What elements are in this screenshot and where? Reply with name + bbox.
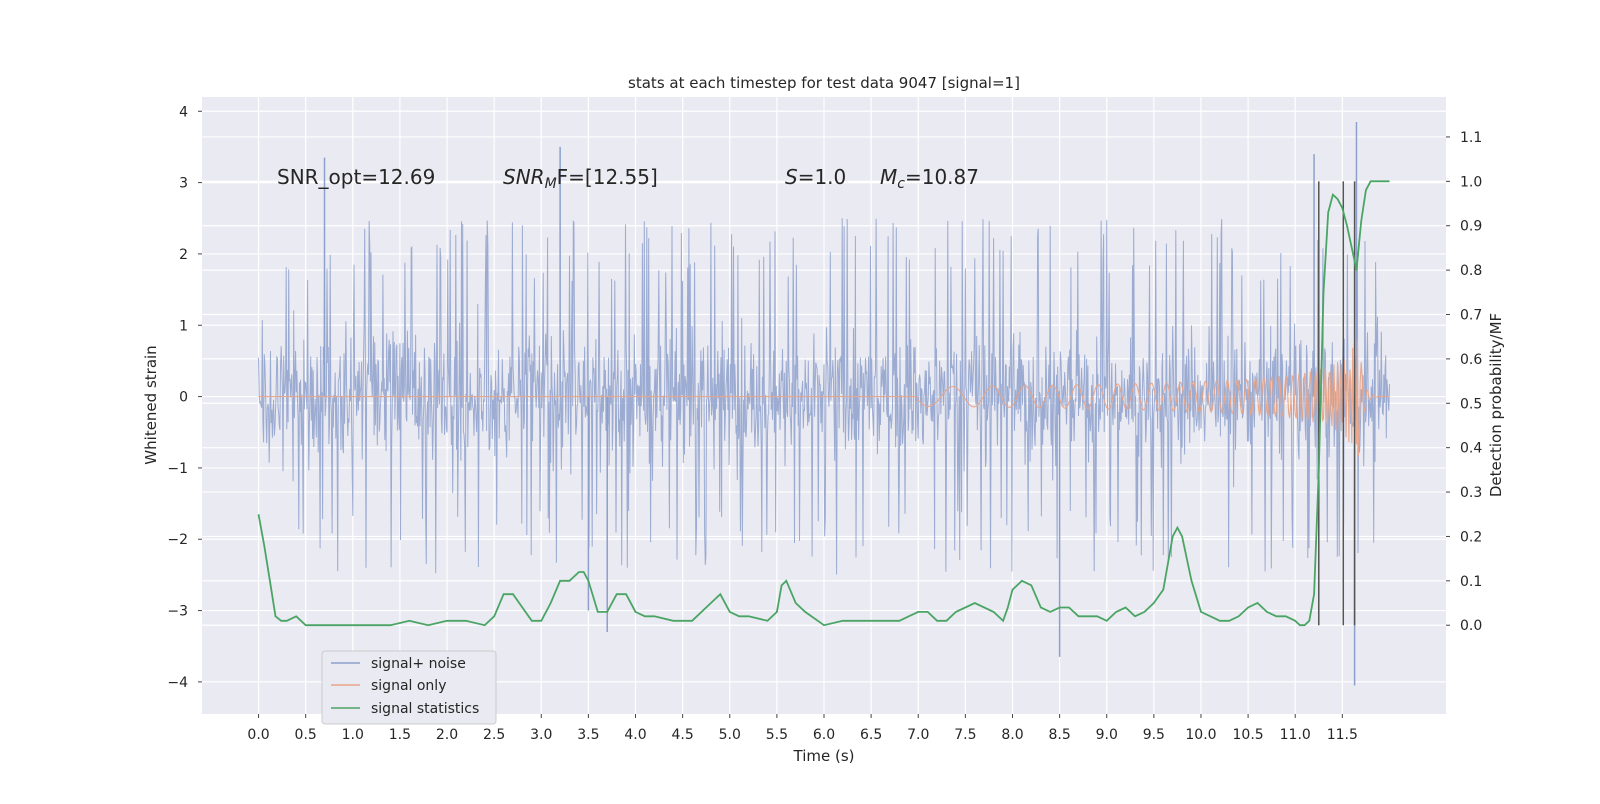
x-tick-label: 2.0 (436, 727, 458, 743)
legend-label-statistics: signal statistics (371, 701, 479, 717)
y-tick-label: 2 (179, 247, 188, 263)
y2-tick-label: 0.1 (1460, 574, 1482, 590)
x-tick-label: 11.5 (1327, 727, 1358, 743)
noise-trace (258, 218, 1390, 575)
y2-tick-label: 1.0 (1460, 174, 1482, 190)
y-tick-label: −1 (167, 461, 188, 477)
chart-title: stats at each timestep for test data 904… (628, 74, 1020, 92)
x-tick-label: 1.5 (389, 727, 411, 743)
legend-label-signal-only: signal only (371, 678, 446, 694)
x-tick-label: 3.5 (577, 727, 599, 743)
y2-axis-ticks: 1.1 1.0 0.9 0.8 0.7 0.6 0.5 0.4 0.3 0.2 0.1 0.0 (1446, 130, 1482, 634)
y-tick-label: −2 (167, 532, 188, 548)
legend: signal+ noise signal only signal statist… (321, 650, 497, 725)
x-tick-label: 4.5 (672, 727, 694, 743)
signal-only-trace (258, 339, 1390, 457)
y2-tick-label: 0.8 (1460, 263, 1482, 279)
y-tick-label: 3 (179, 176, 188, 192)
x-axis-label: Time (s) (793, 747, 855, 765)
x-tick-label: 2.5 (483, 727, 505, 743)
annotation-mc: Mc=10.87 (880, 165, 979, 192)
signal-statistics-series (257, 180, 1390, 627)
y2-tick-label: 0.6 (1460, 352, 1482, 368)
x-tick-label: 0.0 (247, 727, 269, 743)
x-tick-label: 4.0 (624, 727, 646, 743)
x-tick-label: 1.0 (342, 727, 364, 743)
mc-subscript: c (897, 176, 905, 192)
y-tick-label: 1 (179, 318, 188, 334)
mc-symbol: M (880, 165, 897, 189)
x-tick-label: 10.0 (1185, 727, 1216, 743)
y2-axis-label: Detection probability/MF (1487, 313, 1505, 497)
x-tick-label: 6.5 (860, 727, 882, 743)
snr-mf-symbol: SNR (503, 165, 545, 189)
y-tick-label: 4 (179, 104, 188, 120)
y2-tick-label: 0.9 (1460, 219, 1482, 235)
snr-mf-value: F=[12.55] (557, 165, 658, 189)
x-tick-label: 5.5 (766, 727, 788, 743)
x-tick-label: 7.5 (954, 727, 976, 743)
x-tick-label: 8.0 (1001, 727, 1023, 743)
y2-tick-label: 0.0 (1460, 618, 1482, 634)
annotation-snr-mf: SNRMF=[12.55] (503, 165, 658, 192)
y-axis-label: Whitened strain (142, 345, 160, 464)
y2-tick-label: 0.5 (1460, 396, 1482, 412)
y-tick-label: −3 (167, 604, 188, 620)
mc-value: =10.87 (905, 165, 979, 189)
x-tick-label: 10.5 (1233, 727, 1264, 743)
y2-tick-label: 0.4 (1460, 441, 1482, 457)
y-tick-label: 0 (179, 390, 188, 406)
y2-tick-label: 0.2 (1460, 529, 1482, 545)
y2-tick-label: 1.1 (1460, 130, 1482, 146)
y-tick-label: −4 (167, 675, 188, 691)
legend-label-noise: signal+ noise (371, 656, 466, 672)
snr-mf-subscript: M (545, 176, 557, 192)
s-symbol: S (785, 165, 798, 189)
annotation-snr-opt: SNR_opt=12.69 (277, 165, 435, 189)
legend-box (321, 650, 497, 725)
vertical-markers (1318, 181, 1356, 626)
x-tick-label: 5.0 (719, 727, 741, 743)
x-tick-label: 3.0 (530, 727, 552, 743)
y-axis-ticks: 4 3 2 1 0 −1 −2 −3 −4 (167, 104, 202, 691)
x-axis-ticks: 0.0 0.5 1.0 1.5 2.0 2.5 3.0 3.5 4.0 4.5 5.0 5.5 6.0 6… (247, 714, 1358, 743)
signal-only-series (258, 339, 1390, 457)
y2-tick-label: 0.3 (1460, 485, 1482, 501)
x-tick-label: 9.5 (1143, 727, 1165, 743)
s-value: =1.0 (798, 165, 847, 189)
signal-statistics-line (257, 180, 1390, 627)
x-tick-label: 0.5 (295, 727, 317, 743)
x-tick-label: 8.5 (1048, 727, 1070, 743)
x-tick-label: 11.0 (1280, 727, 1311, 743)
x-tick-label: 6.0 (813, 727, 835, 743)
annotation-s: S=1.0 (785, 165, 846, 189)
annotations: SNR_opt=12.69 SNRMF=[12.55] S=1.0 Mc=10.… (277, 165, 979, 192)
x-tick-label: 9.0 (1096, 727, 1118, 743)
y2-tick-label: 0.7 (1460, 308, 1482, 324)
x-tick-label: 7.0 (907, 727, 929, 743)
